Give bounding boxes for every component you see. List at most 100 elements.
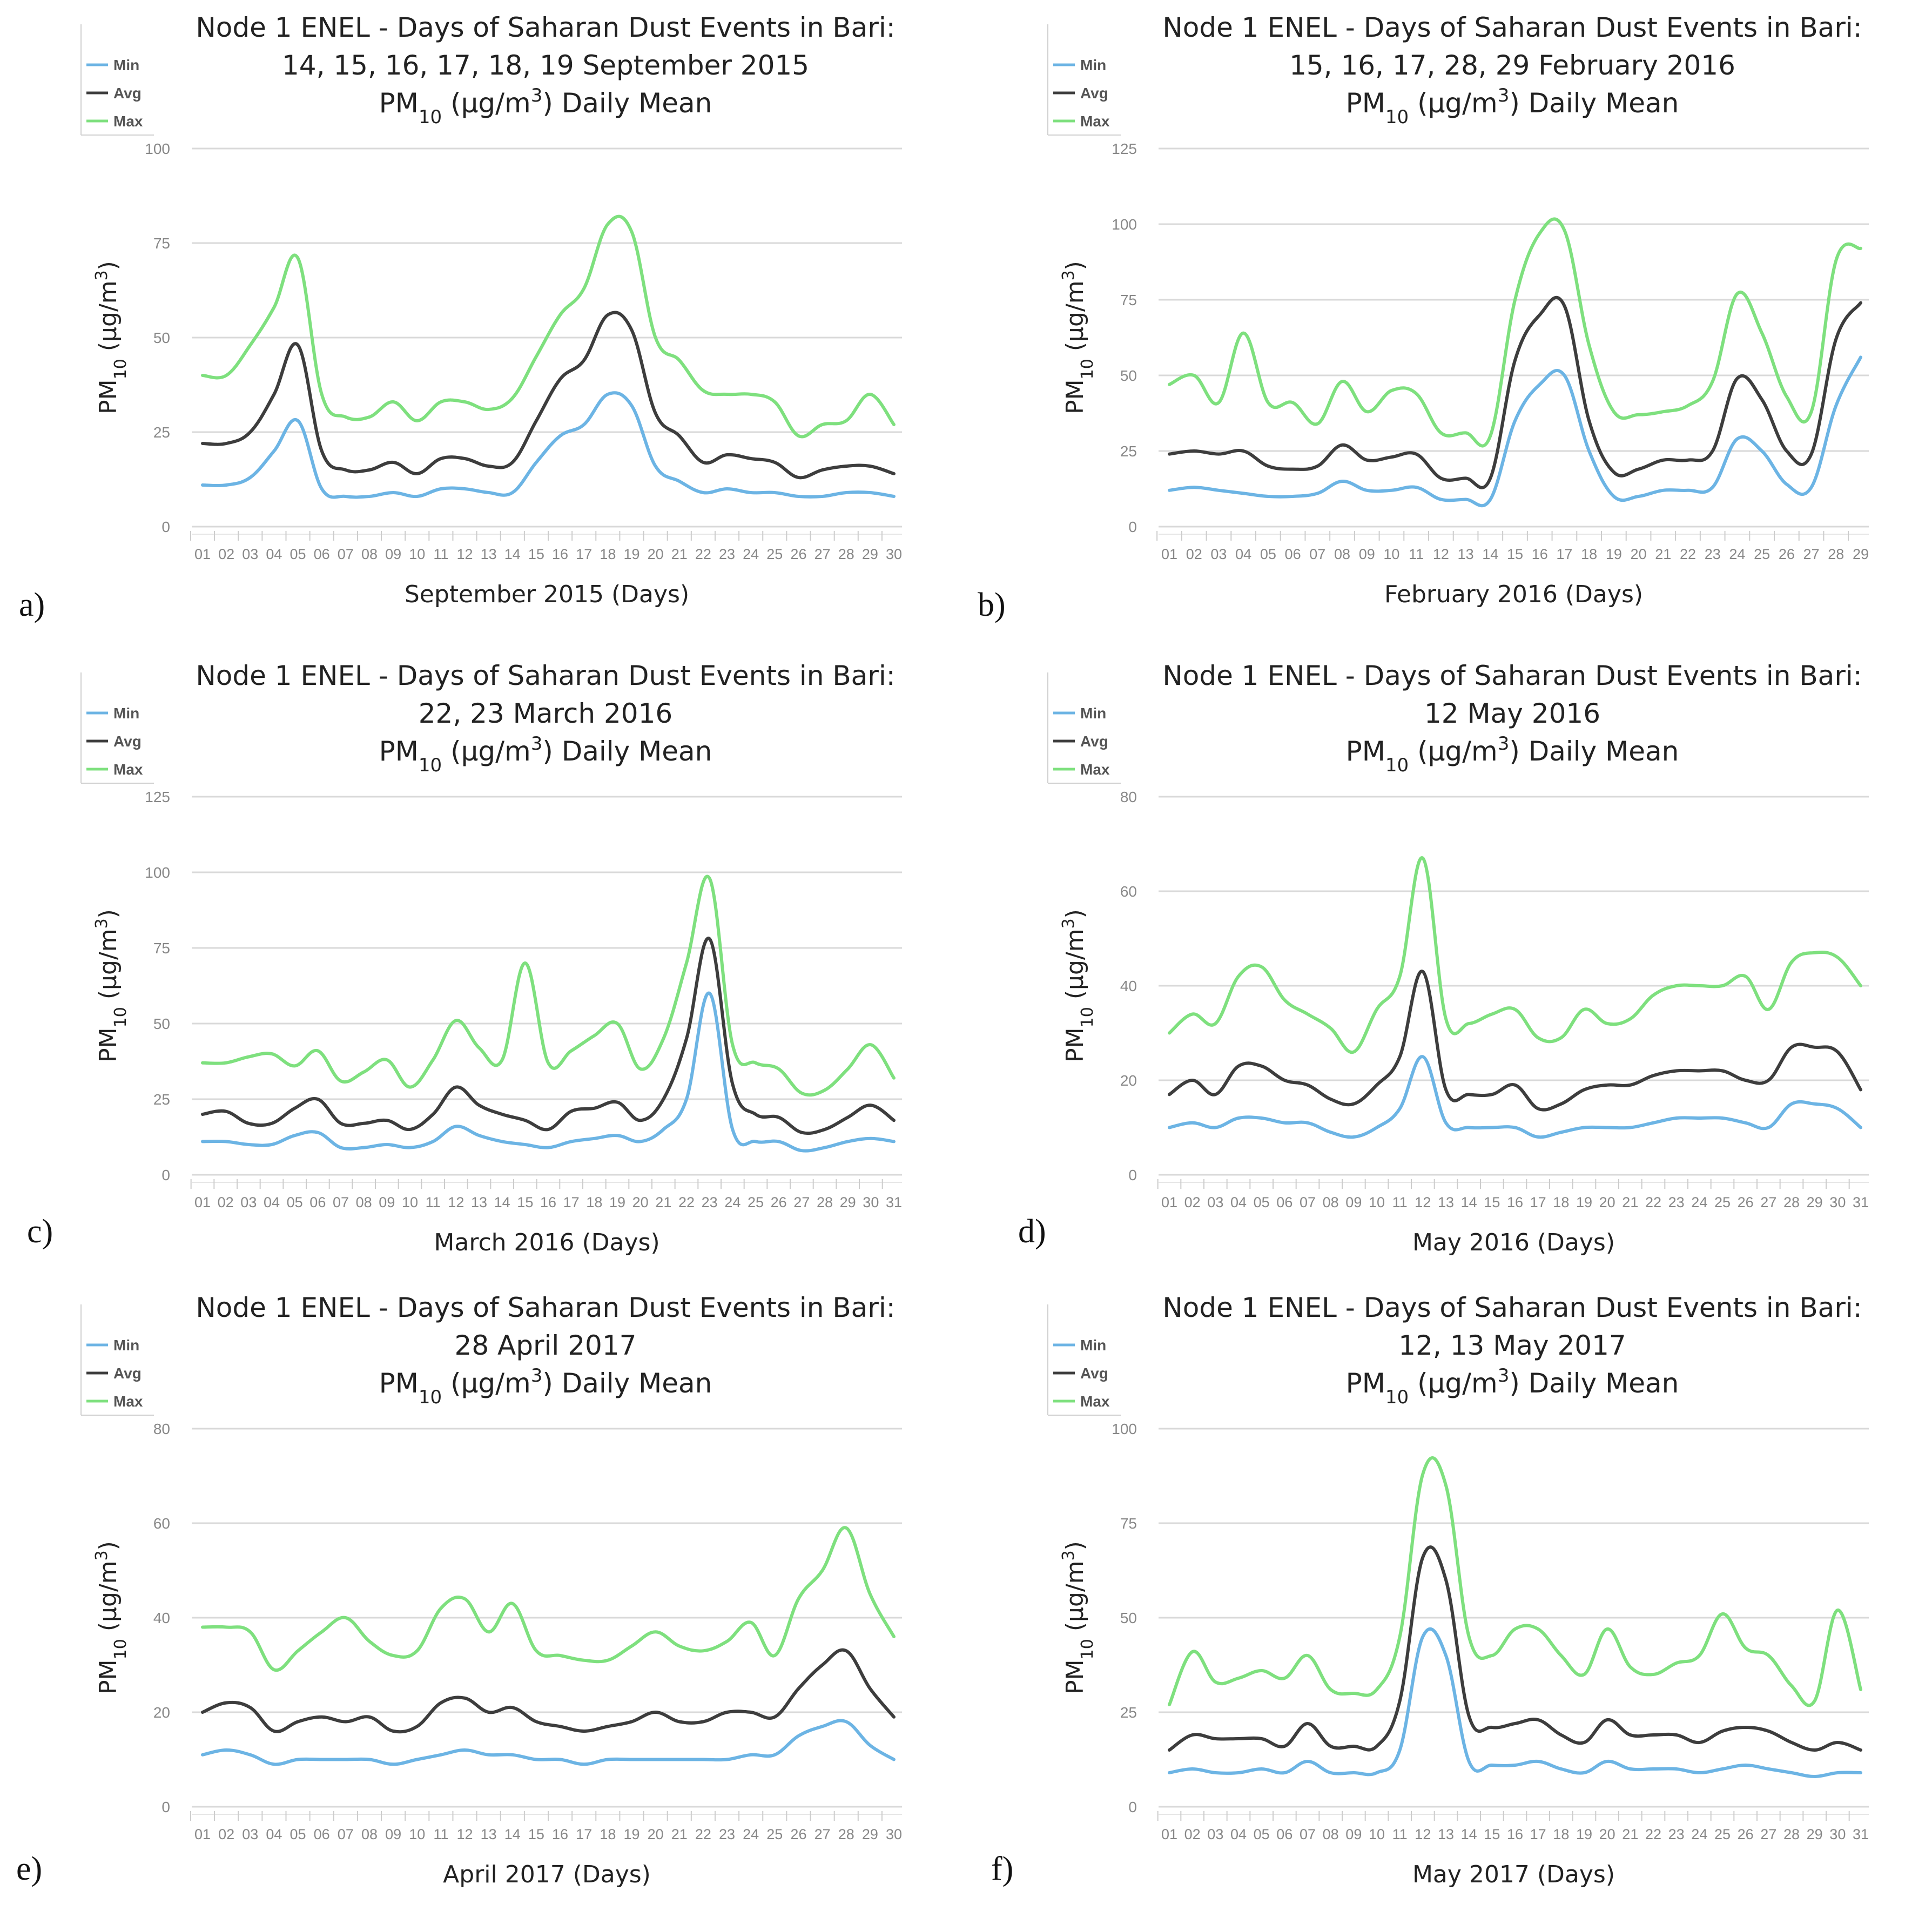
x-tick-label: 12 [1433, 546, 1449, 562]
x-tick-label: 26 [771, 1194, 787, 1210]
y-tick-label: 100 [145, 140, 170, 157]
x-tick-label: 22 [1645, 1194, 1661, 1210]
x-tick-label: 08 [1323, 1194, 1339, 1210]
x-tick-label: 26 [1738, 1826, 1754, 1842]
x-tick-label: 08 [356, 1194, 372, 1210]
y-tick-label: 80 [153, 1421, 170, 1437]
x-tick-label: 29 [1853, 546, 1869, 562]
x-tick-label: 09 [379, 1194, 395, 1210]
x-tick-label: 02 [1186, 546, 1202, 562]
series-line-max [1168, 1456, 1862, 1707]
legend-label-avg: Avg [113, 85, 142, 102]
y-tick-label: 60 [1120, 883, 1137, 900]
chart-subtitle: 14, 15, 16, 17, 18, 19 September 2015 [282, 50, 809, 81]
x-tick-label: 12 [1415, 1826, 1431, 1842]
chart-title: Node 1 ENEL - Days of Saharan Dust Event… [196, 1292, 895, 1323]
x-tick-label: 23 [702, 1194, 718, 1210]
y-tick-label: 0 [161, 1167, 170, 1183]
series-line-max [1168, 217, 1862, 448]
x-tick-label: 02 [1184, 1826, 1201, 1842]
x-tick-label: 28 [1828, 546, 1844, 562]
chart-svg: Node 1 ENEL - Days of Saharan Dust Event… [80, 660, 902, 1256]
x-tick-label: 10 [402, 1194, 418, 1210]
x-axis-label: May 2016 (Days) [1412, 1229, 1615, 1256]
y-tick-label: 25 [1120, 443, 1137, 460]
y-tick-label: 0 [161, 519, 170, 535]
x-tick-label: 28 [817, 1194, 833, 1210]
chart-panel-e: Node 1 ENEL - Days of Saharan Dust Event… [0, 1280, 965, 1907]
x-tick-label: 04 [1230, 1194, 1247, 1210]
y-tick-label: 20 [153, 1704, 170, 1721]
y-tick-label: 80 [1120, 789, 1137, 805]
panel-label: a) [19, 587, 45, 623]
x-tick-label: 03 [1207, 1194, 1223, 1210]
chart-svg: Node 1 ENEL - Days of Saharan Dust Event… [1047, 12, 1869, 608]
chart-panel-d: Node 1 ENEL - Days of Saharan Dust Event… [967, 648, 1932, 1275]
x-tick-label: 04 [266, 1826, 282, 1842]
x-tick-label: 15 [528, 1826, 544, 1842]
x-tick-label: 26 [790, 546, 806, 562]
x-tick-label: 10 [1369, 1194, 1385, 1210]
x-tick-label: 03 [1207, 1826, 1223, 1842]
x-tick-label: 02 [1184, 1194, 1201, 1210]
x-tick-label: 19 [1576, 1194, 1592, 1210]
panel-label: f) [991, 1851, 1014, 1887]
x-tick-label: 02 [218, 1826, 234, 1842]
x-tick-label: 21 [671, 546, 688, 562]
x-tick-label: 29 [1807, 1194, 1823, 1210]
x-tick-label: 06 [314, 1826, 330, 1842]
x-tick-label: 10 [409, 1826, 425, 1842]
x-tick-label: 31 [1853, 1826, 1869, 1842]
y-tick-label: 0 [161, 1799, 170, 1815]
chart-title-metric: PM10 (μg/m3) Daily Mean [379, 1365, 712, 1408]
x-tick-label: 11 [433, 1826, 448, 1842]
chart-title: Node 1 ENEL - Days of Saharan Dust Event… [1162, 12, 1862, 43]
series-line-avg [1168, 1545, 1862, 1752]
y-tick-label: 100 [1112, 216, 1137, 233]
x-tick-label: 14 [1482, 546, 1498, 562]
x-tick-label: 30 [1829, 1826, 1846, 1842]
x-tick-label: 24 [1691, 1826, 1707, 1842]
x-tick-label: 07 [333, 1194, 349, 1210]
chart-subtitle: 12, 13 May 2017 [1398, 1330, 1626, 1361]
y-tick-label: 125 [145, 789, 170, 805]
x-tick-label: 20 [648, 546, 664, 562]
x-tick-label: 16 [540, 1194, 556, 1210]
x-tick-label: 26 [1738, 1194, 1754, 1210]
y-axis-label: PM10 (μg/m3) [92, 1541, 130, 1694]
x-tick-label: 31 [886, 1194, 902, 1210]
chart-panel-c: Node 1 ENEL - Days of Saharan Dust Event… [0, 648, 965, 1275]
chart-title: Node 1 ENEL - Days of Saharan Dust Event… [196, 660, 895, 691]
x-tick-label: 07 [1309, 546, 1325, 562]
x-tick-label: 18 [1581, 546, 1597, 562]
legend: Min Avg Max [1047, 672, 1121, 784]
y-axis-label: PM10 (μg/m3) [92, 261, 130, 414]
chart-svg: Node 1 ENEL - Days of Saharan Dust Event… [80, 12, 902, 608]
chart-subtitle: 12 May 2016 [1424, 698, 1600, 729]
x-tick-label: 25 [766, 1826, 783, 1842]
x-tick-label: 24 [1691, 1194, 1707, 1210]
x-tick-label: 07 [338, 1826, 354, 1842]
chart-title-metric: PM10 (μg/m3) Daily Mean [379, 85, 712, 128]
x-tick-label: 03 [242, 1826, 258, 1842]
x-tick-label: 29 [1807, 1826, 1823, 1842]
x-tick-label: 04 [264, 1194, 280, 1210]
x-tick-label: 24 [743, 1826, 759, 1842]
x-tick-label: 09 [385, 546, 401, 562]
x-tick-label: 22 [1645, 1826, 1661, 1842]
x-tick-label: 18 [586, 1194, 602, 1210]
y-tick-label: 25 [153, 424, 170, 441]
x-tick-label: 21 [1655, 546, 1671, 562]
x-tick-label: 03 [1210, 546, 1227, 562]
panel-label: b) [978, 587, 1006, 623]
legend-label-avg: Avg [1080, 733, 1108, 750]
series-line-min [1168, 355, 1862, 508]
x-tick-label: 24 [1729, 546, 1745, 562]
legend: Min Avg Max [80, 1304, 154, 1416]
chart-title: Node 1 ENEL - Days of Saharan Dust Event… [196, 12, 895, 43]
x-tick-label: 08 [361, 1826, 378, 1842]
x-tick-label: 06 [314, 546, 330, 562]
series-line-max [201, 214, 896, 439]
x-tick-label: 26 [1779, 546, 1795, 562]
